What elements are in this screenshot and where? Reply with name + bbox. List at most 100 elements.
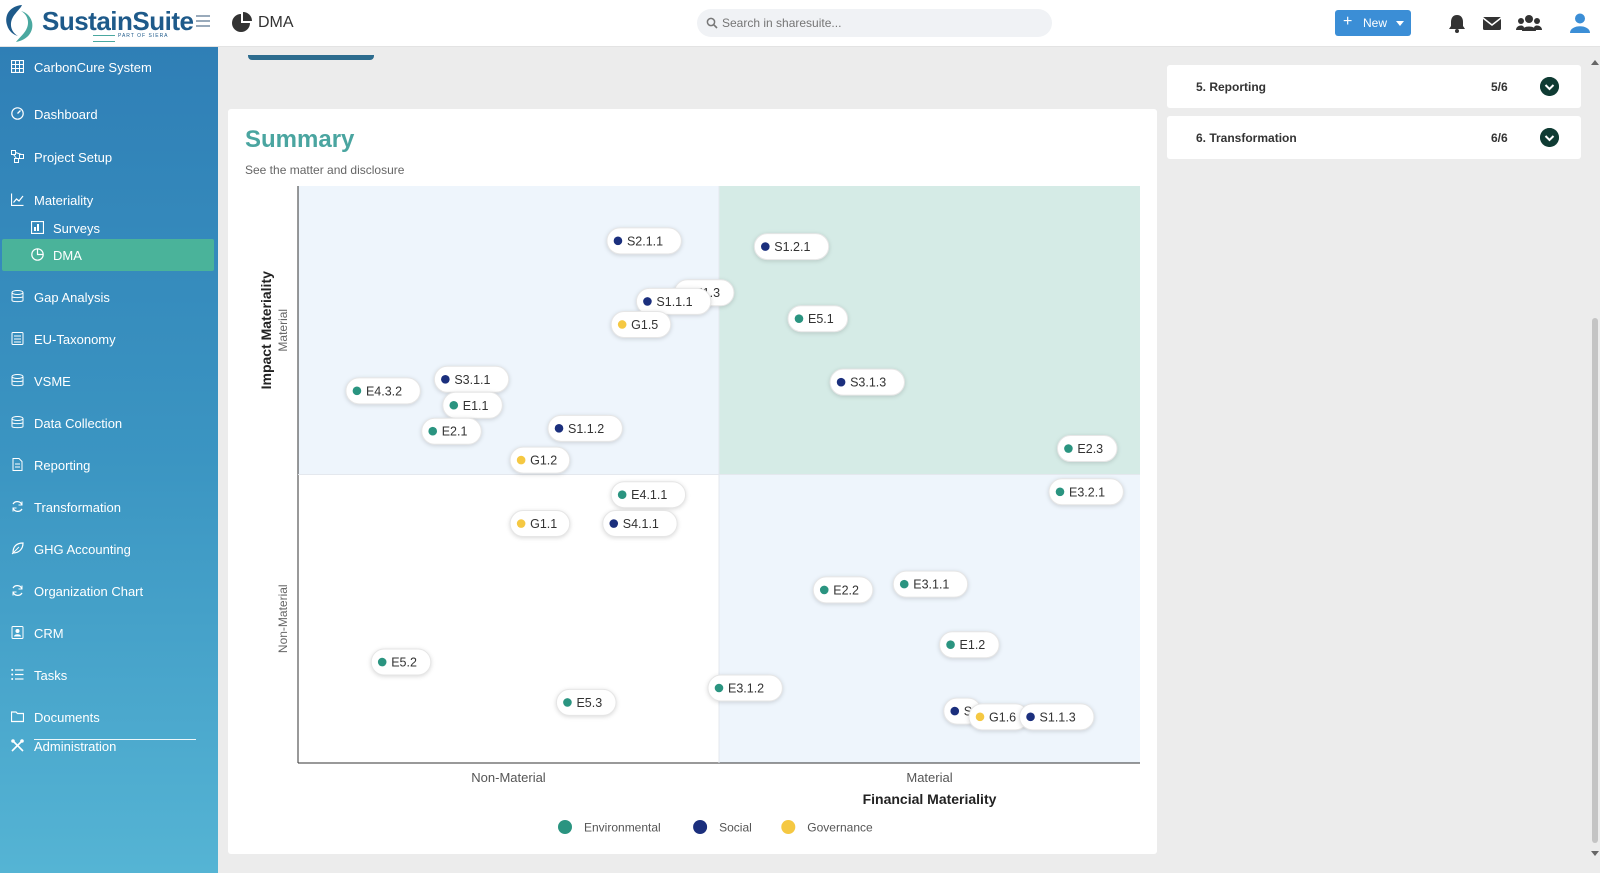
data-point[interactable]: S1.1.1 [635, 287, 712, 315]
data-point-pill [1056, 435, 1118, 463]
data-point-marker [449, 400, 459, 410]
data-point[interactable]: S1.1.3 [1019, 703, 1095, 731]
data-point[interactable]: G1.2 [509, 446, 571, 474]
user-profile-icon[interactable] [1569, 12, 1591, 34]
data-point-label: S1.2.1 [774, 240, 810, 254]
sidebar-item-tasks[interactable]: Tasks [0, 659, 218, 691]
data-point-marker [441, 374, 450, 384]
data-point-label: G1.2 [530, 454, 557, 468]
bell-icon[interactable] [1446, 12, 1468, 34]
data-point[interactable]: E4.3.2 [345, 377, 421, 405]
data-point-pill [442, 391, 503, 419]
data-point-marker [617, 490, 627, 499]
data-point-label: G1.1 [530, 517, 557, 531]
sidebar-divider [34, 739, 196, 740]
data-point-marker [563, 698, 572, 707]
sidebar-item-crm[interactable]: CRM [0, 617, 218, 649]
menu-toggle-icon[interactable] [196, 15, 210, 29]
data-point[interactable]: S3.1.3 [829, 368, 905, 396]
search-bar[interactable] [697, 9, 1052, 37]
data-point[interactable]: E2.3 [1056, 435, 1118, 463]
sidebar-item-administration[interactable]: Administration [0, 730, 218, 762]
data-point[interactable]: S3.1.1 [433, 365, 510, 393]
data-point-label: S [964, 705, 972, 719]
data-point[interactable]: E1.2 [939, 631, 1000, 659]
sidebar-item-carboncure-system[interactable]: CarbonCure System [0, 51, 218, 83]
sidebar-item-transformation[interactable]: Transformation [0, 491, 218, 523]
vertical-scrollbar[interactable] [1590, 60, 1600, 863]
summary-subtitle: See the matter and disclosure [245, 163, 405, 177]
sidebar-item-vsme[interactable]: VSME [0, 365, 218, 397]
chevron-down-icon[interactable] [1540, 77, 1559, 96]
data-point-marker [352, 386, 362, 396]
data-point[interactable]: S4.1.1 [602, 510, 678, 538]
chevron-down-icon[interactable] [1540, 128, 1559, 147]
sidebar-item-documents[interactable]: Documents [0, 701, 218, 733]
search-input[interactable] [722, 13, 1042, 33]
sidebar-item-organization-chart[interactable]: Organization Chart [0, 575, 218, 607]
data-point[interactable]: E3.2.1 [1048, 478, 1124, 506]
data-point[interactable]: S1.1.2 [547, 414, 623, 442]
data-point-label: E1.2 [960, 638, 986, 652]
data-point-marker [516, 455, 526, 465]
data-point[interactable]: G1.6 [968, 703, 1030, 731]
sidebar-item-eu-taxonomy[interactable]: EU-Taxonomy [0, 323, 218, 355]
data-point-marker [836, 377, 846, 387]
legend-marker [693, 820, 708, 834]
data-point-marker [643, 297, 652, 306]
sidebar-item-surveys[interactable]: Surveys [0, 212, 218, 244]
page-title: DMA [258, 14, 294, 31]
mail-icon[interactable] [1481, 12, 1503, 34]
scroll-down-icon[interactable] [1591, 851, 1599, 856]
new-button[interactable]: + New [1335, 10, 1411, 36]
sidebar-item-dashboard[interactable]: Dashboard [0, 98, 218, 130]
data-point-label: E2.3 [1077, 442, 1103, 456]
sidebar-item-materiality[interactable]: Materiality [0, 184, 218, 216]
scroll-up-icon[interactable] [1591, 60, 1599, 65]
sidebar-item-dma[interactable]: DMA [2, 239, 214, 271]
data-point-label: E1.1 [463, 399, 489, 413]
pie-icon [31, 248, 44, 261]
data-point[interactable]: G1.5 [610, 310, 672, 338]
sidebar-item-data-collection[interactable]: Data Collection [0, 407, 218, 439]
scrollbar-thumb[interactable] [1592, 318, 1598, 843]
brand-name: SustainSuite [42, 6, 194, 36]
data-point-pill [892, 570, 969, 598]
data-point[interactable]: E4.1.1 [610, 481, 687, 509]
data-point-label: E5.1 [808, 312, 834, 326]
data-point-pill [509, 510, 571, 538]
data-point-label: E3.1.1 [913, 578, 949, 592]
data-point[interactable]: E3.1.2 [707, 674, 783, 702]
sidebar-item-reporting[interactable]: Reporting [0, 449, 218, 481]
accordion-count: 5/6 [1491, 80, 1508, 94]
data-point[interactable]: E2.2 [812, 576, 874, 604]
sidebar-item-gap-analysis[interactable]: Gap Analysis [0, 281, 218, 313]
sidebar-item-label: Materiality [34, 193, 94, 208]
data-point[interactable]: E3.1.1 [892, 570, 969, 598]
data-point[interactable]: E5.3 [555, 688, 617, 716]
data-point[interactable]: G1.1 [509, 510, 571, 538]
data-point-label: E4.3.2 [366, 384, 402, 398]
data-point[interactable]: E5.2 [370, 648, 432, 676]
sidebar-item-ghg-accounting[interactable]: GHG Accounting [0, 533, 218, 565]
data-point-pill [635, 287, 712, 315]
sidebar-item-label: Dashboard [34, 107, 98, 122]
data-point-pill [812, 576, 874, 604]
users-icon[interactable] [1516, 12, 1542, 34]
active-tab-indicator [248, 55, 374, 60]
y-tick-label: Non-Material [276, 584, 290, 653]
sidebar-item-label: CarbonCure System [34, 60, 152, 75]
search-icon [706, 17, 718, 29]
data-point[interactable]: E1.1 [442, 391, 503, 419]
x-tick-label: Material [906, 770, 952, 785]
data-point[interactable]: E5.1 [787, 305, 849, 333]
accordion-reporting[interactable]: 5. Reporting 5/6 [1167, 65, 1581, 108]
accordion-transformation[interactable]: 6. Transformation 6/6 [1167, 116, 1581, 159]
sustainsuite-logo[interactable]: SustainSuite PART OF SIERA [2, 2, 194, 44]
data-point-pill [555, 688, 617, 716]
sidebar-item-project-setup[interactable]: Project Setup [0, 141, 218, 173]
data-point[interactable]: S1.2.1 [753, 233, 830, 261]
data-point[interactable]: S2.1.1 [606, 227, 682, 255]
data-point[interactable]: E2.1 [421, 417, 482, 445]
